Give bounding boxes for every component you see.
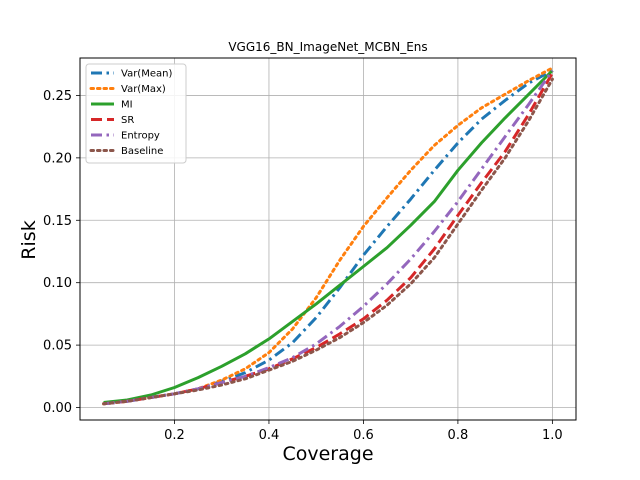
legend-label: SR — [121, 115, 134, 126]
grid — [80, 58, 576, 420]
x-tick-label: 0.2 — [164, 428, 185, 443]
x-axis-label: Coverage — [282, 443, 373, 465]
legend: Var(Mean) Var(Max) MI SR Entropy Baseline — [85, 63, 187, 164]
plot-frame — [79, 57, 577, 421]
legend-label: Baseline — [121, 146, 163, 157]
ticks: 0.2 0.4 0.6 0.8 1.0 0.00 0.05 0.10 0.15 0.20 0.25 — [43, 89, 563, 443]
y-tick-label: 0.15 — [43, 214, 72, 229]
x-tick-label: 1.0 — [542, 428, 563, 443]
series-line-sr — [103, 72, 554, 406]
series-lines — [102, 66, 554, 406]
y-tick-label: 0.25 — [43, 89, 72, 104]
y-tick-label: 0.10 — [43, 276, 72, 291]
series-line-baseline — [102, 77, 554, 406]
x-tick-label: 0.8 — [448, 428, 469, 443]
series-line-mi — [103, 69, 554, 404]
legend-label: Entropy — [121, 131, 160, 142]
series-line-entropy — [103, 69, 554, 406]
x-tick-label: 0.6 — [353, 428, 374, 443]
chart-title: VGG16_BN_ImageNet_MCBN_Ens — [228, 40, 427, 54]
y-axis-label: Risk — [18, 220, 40, 259]
series-line-var-max — [102, 66, 554, 406]
legend-label: Var(Mean) — [121, 69, 172, 80]
x-tick-label: 0.4 — [259, 428, 280, 443]
legend-label: Var(Max) — [121, 84, 166, 95]
y-tick-label: 0.00 — [43, 401, 72, 416]
y-tick-label: 0.20 — [43, 151, 72, 166]
legend-label: MI — [121, 100, 133, 111]
y-tick-label: 0.05 — [43, 339, 72, 354]
